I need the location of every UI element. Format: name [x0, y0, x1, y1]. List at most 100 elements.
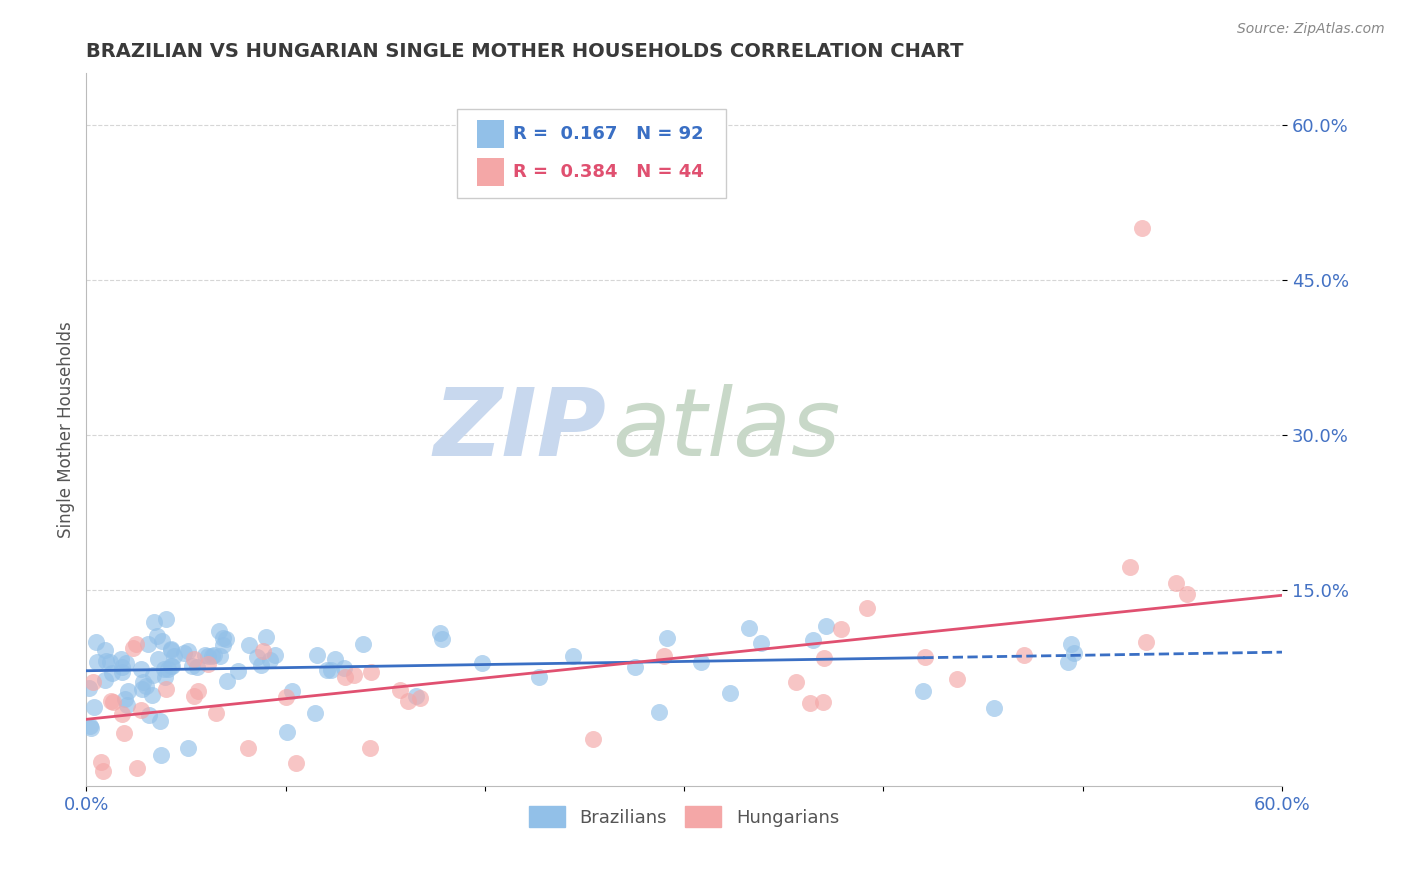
- Point: [912, 684, 935, 698]
- Point: [1175, 587, 1198, 601]
- Point: [111, 707, 134, 722]
- Point: [146, 629, 169, 643]
- Point: [409, 690, 432, 705]
- Point: [648, 705, 671, 719]
- Point: [155, 682, 177, 697]
- Point: [79, 719, 101, 733]
- Point: [177, 644, 200, 658]
- Point: [148, 652, 170, 666]
- Point: [343, 667, 366, 681]
- Point: [187, 684, 209, 698]
- Point: [91, 764, 114, 778]
- Point: [153, 670, 176, 684]
- Point: [785, 674, 807, 689]
- Point: [263, 648, 285, 662]
- Point: [186, 660, 208, 674]
- Point: [388, 683, 411, 698]
- Point: [173, 646, 195, 660]
- Point: [202, 648, 225, 662]
- Point: [914, 649, 936, 664]
- Point: [214, 632, 236, 646]
- Point: [405, 690, 427, 704]
- Legend: Brazilians, Hungarians: Brazilians, Hungarians: [522, 799, 846, 835]
- Point: [160, 659, 183, 673]
- Point: [143, 615, 166, 630]
- Text: R =  0.167   N = 92: R = 0.167 N = 92: [513, 125, 704, 143]
- Point: [122, 641, 145, 656]
- Point: [208, 624, 231, 639]
- Point: [396, 694, 419, 708]
- Point: [115, 656, 138, 670]
- Point: [155, 612, 177, 626]
- Point: [183, 689, 205, 703]
- Point: [127, 761, 149, 775]
- Point: [156, 662, 179, 676]
- Point: [163, 649, 186, 664]
- Point: [1135, 635, 1157, 649]
- Point: [138, 708, 160, 723]
- Point: [115, 698, 138, 713]
- Point: [135, 679, 157, 693]
- Point: [211, 631, 233, 645]
- Point: [307, 648, 329, 663]
- Text: BRAZILIAN VS HUNGARIAN SINGLE MOTHER HOUSEHOLDS CORRELATION CHART: BRAZILIAN VS HUNGARIAN SINGLE MOTHER HOU…: [86, 42, 963, 61]
- Point: [177, 740, 200, 755]
- Point: [1132, 221, 1154, 235]
- Point: [111, 665, 134, 679]
- Point: [249, 658, 271, 673]
- Point: [100, 694, 122, 708]
- Point: [319, 663, 342, 677]
- Point: [1060, 637, 1083, 651]
- Point: [333, 670, 356, 684]
- Text: Source: ZipAtlas.com: Source: ZipAtlas.com: [1237, 22, 1385, 37]
- Point: [285, 756, 308, 770]
- Point: [110, 652, 132, 666]
- Point: [323, 652, 346, 666]
- FancyBboxPatch shape: [457, 109, 725, 198]
- Point: [429, 625, 451, 640]
- Text: ZIP: ZIP: [433, 384, 606, 476]
- Point: [529, 670, 551, 684]
- Point: [201, 648, 224, 663]
- Point: [352, 637, 374, 651]
- Point: [150, 633, 173, 648]
- Point: [111, 660, 134, 674]
- Point: [813, 651, 835, 665]
- Point: [152, 662, 174, 676]
- Point: [654, 648, 676, 663]
- Point: [83, 699, 105, 714]
- Point: [212, 639, 235, 653]
- Point: [125, 637, 148, 651]
- Point: [141, 689, 163, 703]
- Point: [183, 652, 205, 666]
- Point: [1063, 646, 1085, 660]
- Point: [193, 648, 215, 662]
- Point: [100, 665, 122, 680]
- Point: [114, 692, 136, 706]
- Point: [830, 622, 852, 636]
- Bar: [477, 158, 503, 186]
- Point: [1119, 560, 1142, 574]
- Point: [149, 748, 172, 763]
- Point: [112, 726, 135, 740]
- Point: [799, 696, 821, 710]
- Point: [149, 714, 172, 729]
- Point: [181, 659, 204, 673]
- Point: [236, 741, 259, 756]
- Point: [280, 684, 302, 698]
- Point: [332, 660, 354, 674]
- Point: [657, 631, 679, 645]
- Point: [815, 619, 838, 633]
- Point: [208, 648, 231, 663]
- Point: [84, 635, 107, 649]
- Y-axis label: Single Mother Households: Single Mother Households: [58, 322, 75, 539]
- Point: [86, 655, 108, 669]
- Point: [90, 755, 112, 769]
- Point: [142, 668, 165, 682]
- Point: [80, 721, 103, 735]
- Point: [77, 681, 100, 695]
- Point: [304, 706, 326, 721]
- Point: [103, 695, 125, 709]
- Point: [1057, 655, 1080, 669]
- Point: [718, 686, 741, 700]
